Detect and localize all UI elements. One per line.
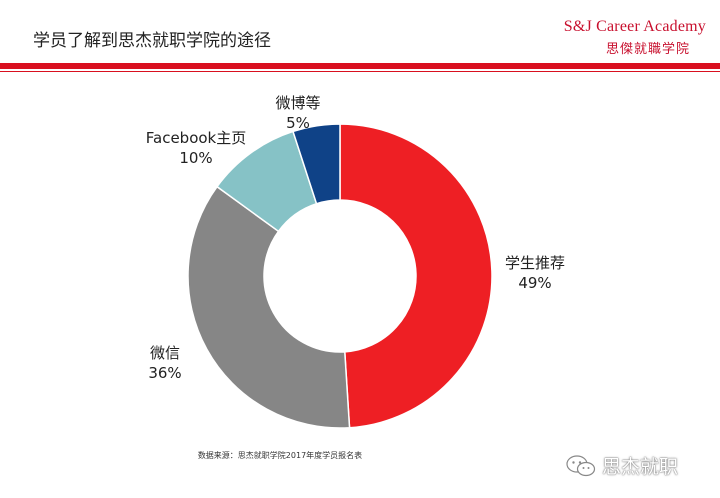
brand-logo-zh: 思傑就職学院 [605, 42, 690, 57]
donut-slice-1 [187, 185, 351, 429]
slice-value-label-0: 49% [518, 274, 551, 292]
slice-value-label-2: 10% [179, 149, 212, 167]
data-source-note: 数据来源：思杰就职学院2017年度学员报名表 [197, 451, 363, 460]
slice-label-2: Facebook主页 [146, 129, 246, 147]
slice-label-3: 微博等 [275, 94, 320, 112]
header-divider [0, 63, 720, 69]
brand-logo-en: S&J Career Academy [563, 18, 706, 35]
page-title: 学员了解到思杰就职学院的途径 [33, 31, 271, 51]
watermark: 思杰就职 [566, 452, 678, 479]
watermark-text: 思杰就职 [602, 456, 679, 478]
wechat-icon [566, 454, 596, 476]
header-divider-thin [0, 71, 720, 72]
slice-label-0: 学生推荐 [505, 254, 565, 272]
slice-label-1: 微信 [150, 344, 180, 362]
slice-value-label-1: 36% [148, 364, 181, 382]
donut-slice-3 [292, 123, 341, 205]
donut-slice-0 [339, 123, 493, 429]
slice-value-label-3: 5% [286, 114, 310, 132]
